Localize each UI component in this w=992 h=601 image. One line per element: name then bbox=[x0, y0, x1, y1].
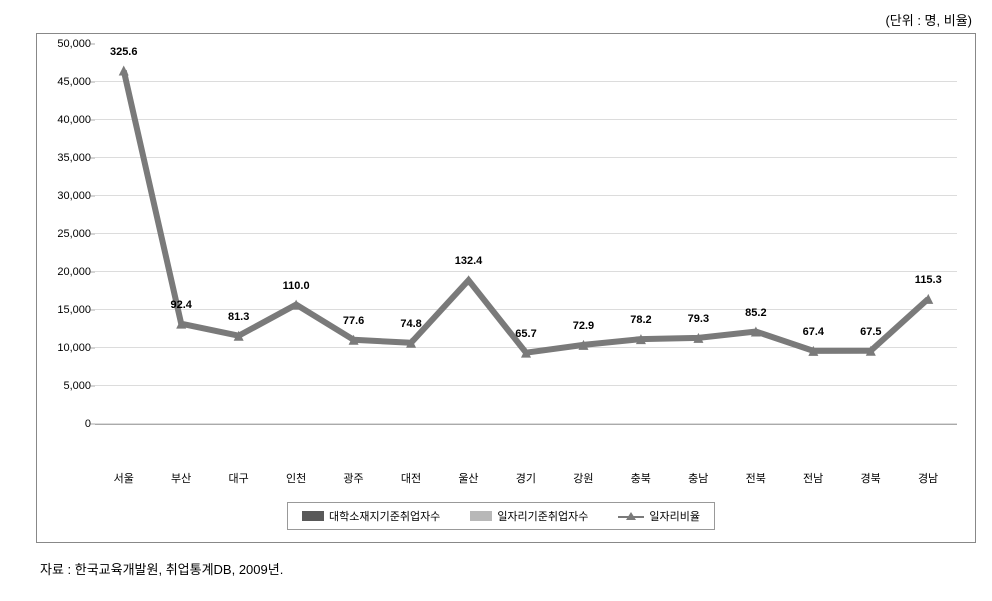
x-label: 대구 bbox=[211, 470, 267, 486]
x-label: 경남 bbox=[900, 470, 956, 486]
y-tick: 45,000 bbox=[57, 76, 91, 88]
plot-area: 325.6 92.4 81.3 110.0 77.6 74.8 132.4 65.7 72.9 7… bbox=[95, 44, 957, 425]
line-value-label: 79.3 bbox=[688, 313, 709, 325]
x-label: 충남 bbox=[670, 470, 726, 486]
x-label: 경북 bbox=[843, 470, 899, 486]
legend-label-bar2: 일자리기준취업자수 bbox=[497, 508, 588, 524]
line-value-label: 115.3 bbox=[915, 274, 942, 286]
line-value-label: 78.2 bbox=[630, 314, 651, 326]
legend-label-bar1: 대학소재지기준취업자수 bbox=[329, 508, 440, 524]
chart-area: 05,00010,00015,00020,00025,00030,00035,0… bbox=[45, 44, 957, 464]
line-value-label: 67.5 bbox=[860, 326, 881, 338]
y-tick-mark bbox=[91, 234, 95, 235]
y-tick-mark bbox=[91, 386, 95, 387]
x-label: 강원 bbox=[555, 470, 611, 486]
x-label: 인천 bbox=[268, 470, 324, 486]
y-tick: 20,000 bbox=[57, 266, 91, 278]
y-tick: 30,000 bbox=[57, 190, 91, 202]
legend-swatch-line bbox=[618, 511, 644, 521]
legend-label-line: 일자리비율 bbox=[649, 508, 700, 524]
x-label: 전남 bbox=[785, 470, 841, 486]
line-value-label: 72.9 bbox=[573, 320, 594, 332]
y-tick: 10,000 bbox=[57, 342, 91, 354]
line-value-label: 92.4 bbox=[170, 298, 191, 310]
x-axis-labels: 서울부산대구인천광주대전울산경기강원충북충남전북전남경북경남 bbox=[95, 464, 957, 486]
y-tick-mark bbox=[91, 424, 95, 425]
legend-item-bar1: 대학소재지기준취업자수 bbox=[302, 508, 440, 524]
legend-swatch-bar1 bbox=[302, 511, 324, 521]
legend-item-bar2: 일자리기준취업자수 bbox=[470, 508, 588, 524]
line-value-label: 85.2 bbox=[745, 306, 766, 318]
chart-container: 05,00010,00015,00020,00025,00030,00035,0… bbox=[36, 33, 976, 543]
x-label: 광주 bbox=[326, 470, 382, 486]
line-value-label: 110.0 bbox=[283, 279, 310, 291]
x-label: 대전 bbox=[383, 470, 439, 486]
footnote: 자료 : 한국교육개발원, 취업통계DB, 2009년. bbox=[40, 559, 992, 578]
y-tick-mark bbox=[91, 196, 95, 197]
y-tick: 50,000 bbox=[57, 38, 91, 50]
y-tick-mark bbox=[91, 82, 95, 83]
legend: 대학소재지기준취업자수 일자리기준취업자수 일자리비율 bbox=[287, 502, 715, 530]
x-label: 울산 bbox=[440, 470, 496, 486]
line-value-label: 132.4 bbox=[455, 255, 483, 267]
y-tick: 35,000 bbox=[57, 152, 91, 164]
y-tick-mark bbox=[91, 158, 95, 159]
y-tick: 15,000 bbox=[57, 304, 91, 316]
triangle-icon bbox=[626, 512, 636, 520]
y-axis: 05,00010,00015,00020,00025,00030,00035,0… bbox=[45, 44, 95, 424]
y-tick-mark bbox=[91, 272, 95, 273]
legend-item-line: 일자리비율 bbox=[618, 508, 700, 524]
y-tick: 40,000 bbox=[57, 114, 91, 126]
y-tick-mark bbox=[91, 44, 95, 45]
x-label: 서울 bbox=[96, 470, 152, 486]
y-tick: 5,000 bbox=[63, 380, 91, 392]
line-value-label: 67.4 bbox=[803, 326, 824, 338]
x-label: 경기 bbox=[498, 470, 554, 486]
x-label: 부산 bbox=[153, 470, 209, 486]
line-value-label: 325.6 bbox=[110, 45, 138, 57]
unit-label: (단위 : 명, 비율) bbox=[10, 10, 992, 29]
line-value-label: 65.7 bbox=[515, 327, 536, 339]
line-value-label: 81.3 bbox=[228, 311, 249, 323]
line-value-label: 77.6 bbox=[343, 315, 364, 327]
x-label: 충북 bbox=[613, 470, 669, 486]
y-tick-mark bbox=[91, 310, 95, 311]
bars-row bbox=[95, 44, 957, 424]
legend-swatch-bar2 bbox=[470, 511, 492, 521]
y-tick-mark bbox=[91, 120, 95, 121]
y-tick: 25,000 bbox=[57, 228, 91, 240]
x-label: 전북 bbox=[728, 470, 784, 486]
line-value-label: 74.8 bbox=[400, 318, 421, 330]
y-tick-mark bbox=[91, 348, 95, 349]
